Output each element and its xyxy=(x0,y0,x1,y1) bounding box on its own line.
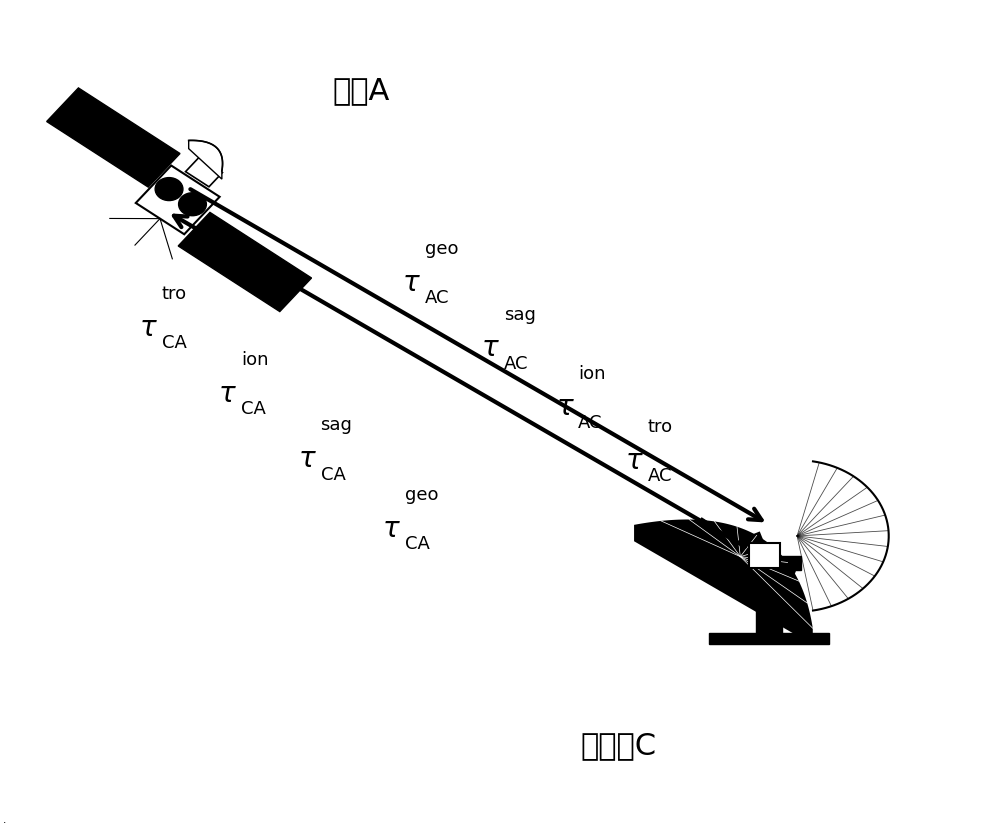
Text: tro: tro xyxy=(648,418,673,436)
Text: ion: ion xyxy=(241,351,269,369)
Text: $\tau$: $\tau$ xyxy=(139,313,158,342)
Circle shape xyxy=(155,179,183,201)
Text: 地面站C: 地面站C xyxy=(581,730,657,759)
Text: $\tau$: $\tau$ xyxy=(402,269,421,297)
Text: ion: ion xyxy=(578,365,606,382)
Polygon shape xyxy=(0,806,59,827)
Polygon shape xyxy=(749,543,780,569)
Text: $\tau$: $\tau$ xyxy=(481,334,500,362)
Text: CA: CA xyxy=(321,465,345,483)
Text: CA: CA xyxy=(405,535,430,552)
Polygon shape xyxy=(756,571,782,633)
Text: sag: sag xyxy=(321,416,352,434)
Polygon shape xyxy=(186,158,222,188)
Text: $\tau$: $\tau$ xyxy=(298,445,317,472)
Text: AC: AC xyxy=(425,289,449,307)
Polygon shape xyxy=(178,213,312,313)
Polygon shape xyxy=(736,556,801,571)
Text: CA: CA xyxy=(162,334,187,352)
Text: sag: sag xyxy=(504,305,536,323)
Text: AC: AC xyxy=(504,355,528,372)
Text: tro: tro xyxy=(162,285,187,303)
Text: $\tau$: $\tau$ xyxy=(382,514,401,542)
Text: geo: geo xyxy=(425,240,458,258)
Text: $\tau$: $\tau$ xyxy=(556,393,574,421)
Polygon shape xyxy=(136,166,220,235)
Text: $\tau$: $\tau$ xyxy=(625,447,644,474)
Polygon shape xyxy=(709,633,829,644)
Polygon shape xyxy=(47,88,180,188)
Text: CA: CA xyxy=(241,399,266,418)
Text: AC: AC xyxy=(648,466,672,485)
Polygon shape xyxy=(634,520,813,645)
Text: $\tau$: $\tau$ xyxy=(218,379,237,407)
Text: 卫星A: 卫星A xyxy=(332,75,390,104)
Text: AC: AC xyxy=(578,414,603,432)
Circle shape xyxy=(179,194,206,217)
Text: geo: geo xyxy=(405,485,438,504)
Polygon shape xyxy=(189,141,223,180)
